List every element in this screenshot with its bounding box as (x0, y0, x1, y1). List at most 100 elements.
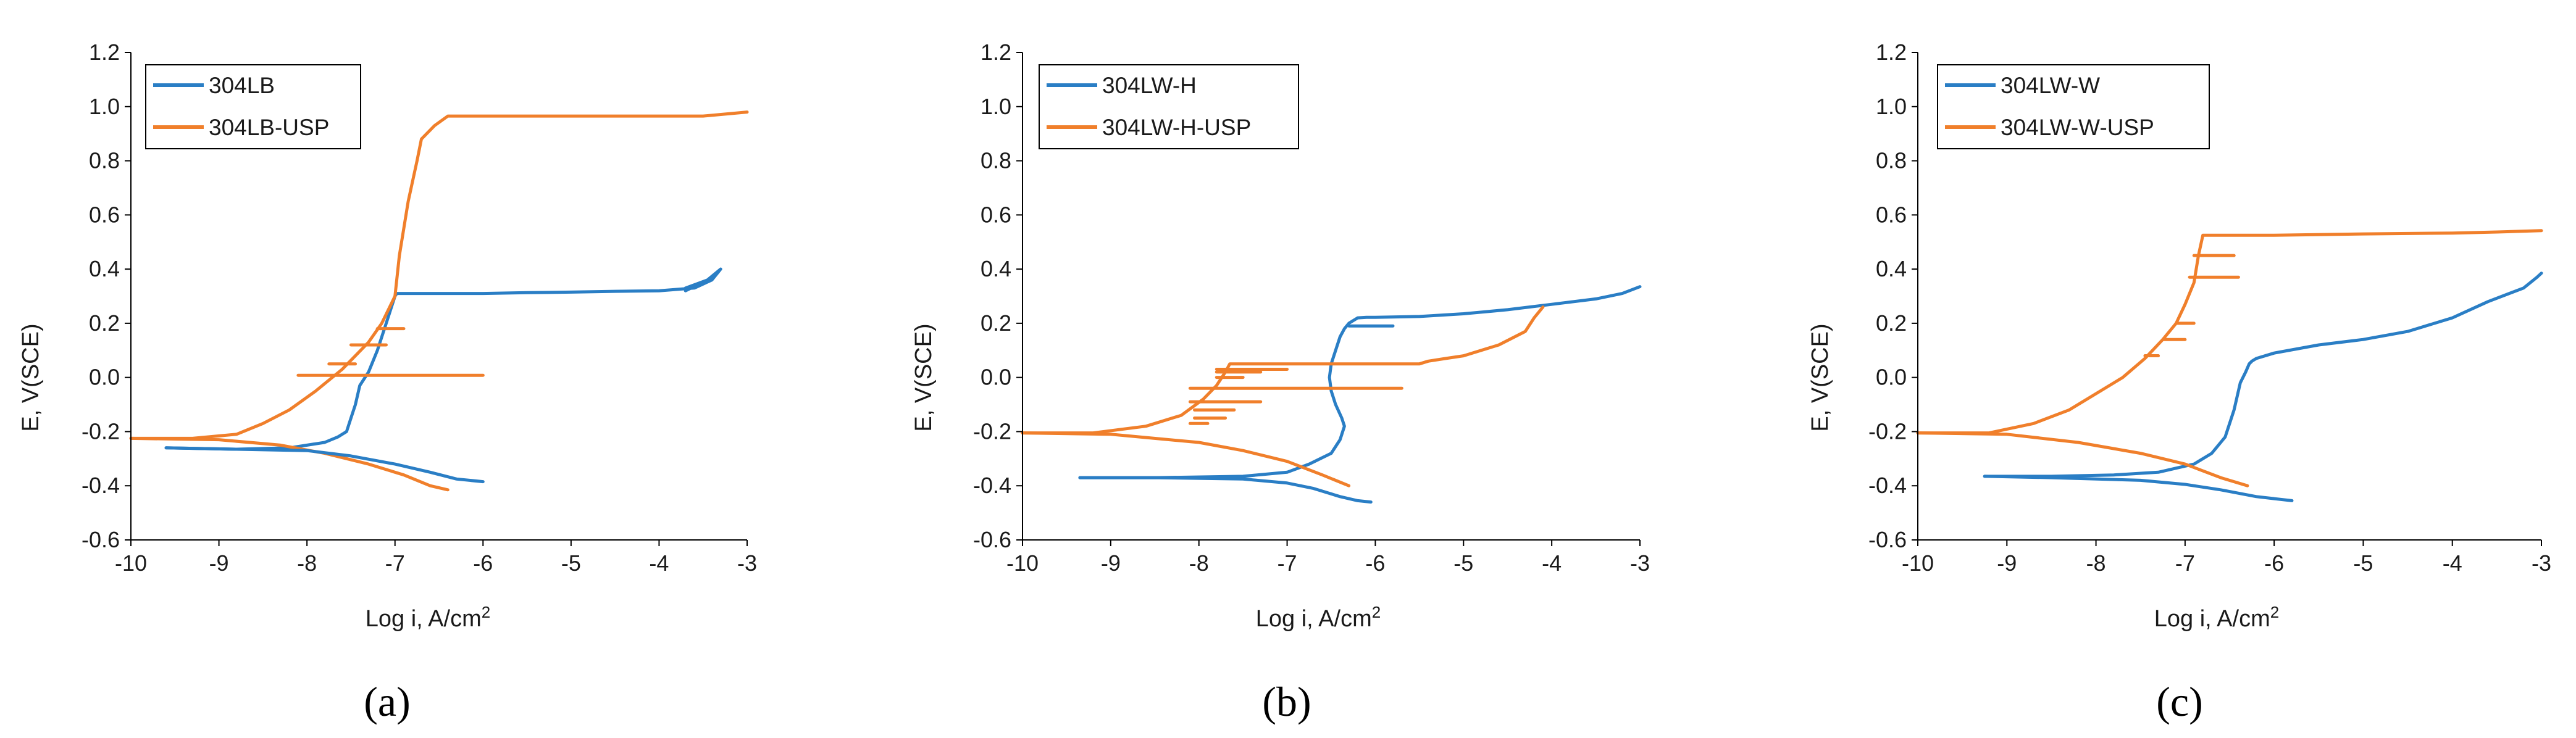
series-line-304lw-w-usp-3 (1916, 431, 2249, 487)
y-axis-label: E, V(SCE) (911, 323, 937, 431)
legend-label-304lw-w: 304LW-W (2001, 73, 2100, 98)
y-tick-label: 0.8 (1876, 148, 1907, 173)
x-tick-label: -6 (473, 550, 493, 576)
series-line-304lw-w-0 (1983, 272, 2543, 478)
y-tick-label: 0.4 (1876, 256, 1907, 281)
series-line-304lb-usp-2 (129, 436, 450, 492)
axes-a (130, 52, 747, 541)
y-tick-label: 0.6 (981, 202, 1011, 227)
y-tick-label: -0.6 (973, 527, 1011, 552)
legend-box (1039, 64, 1299, 149)
plot-lines-c (1916, 229, 2543, 502)
x-tick-label: -7 (2175, 550, 2195, 576)
y-tick-label: -0.4 (1868, 473, 1907, 498)
y-tick-label: -0.6 (82, 527, 120, 552)
series-line-304lw-w-usp-2 (1916, 229, 2543, 435)
y-tick-label: 0.8 (981, 148, 1011, 173)
y-tick-label: 1.2 (1876, 39, 1907, 65)
legend-c: 304LW-W 304LW-W-USP (1937, 64, 2210, 149)
x-tick-label: -8 (2086, 550, 2106, 576)
y-tick-label: -0.4 (82, 473, 120, 498)
legend-a: 304LB 304LB-USP (145, 64, 361, 149)
y-tick-label: -0.2 (1868, 418, 1907, 444)
y-tick-label: -0.2 (973, 418, 1011, 444)
legend-b: 304LW-H 304LW-H-USP (1039, 64, 1299, 149)
x-tick-label: -10 (115, 550, 147, 576)
y-tick-label: 0.2 (89, 310, 120, 336)
y-tick-label: 0.4 (981, 256, 1011, 281)
x-tick-label: -4 (1542, 550, 1562, 576)
plot-lines-b (1021, 285, 1642, 504)
x-tick-label: -3 (2532, 550, 2551, 576)
y-axis-label: E, V(SCE) (18, 323, 44, 431)
panel-label-c: (c) (2156, 678, 2202, 725)
legend-label-304lb-usp: 304LB-USP (209, 115, 329, 140)
plot-lines-a (129, 110, 749, 492)
x-tick-label: -5 (561, 550, 581, 576)
x-tick-label: -9 (1997, 550, 2017, 576)
y-tick-label: 0.2 (981, 310, 1011, 336)
y-axis-label: E, V(SCE) (1807, 323, 1833, 431)
y-tick-label: -0.2 (82, 418, 120, 444)
x-tick-label: -8 (297, 550, 317, 576)
y-tick-label: 0.6 (89, 202, 120, 227)
x-tick-label: -6 (2264, 550, 2284, 576)
legend-label-304lw-w-usp: 304LW-W-USP (2001, 115, 2154, 140)
x-axis-label: Log i, A/cm2 (2154, 603, 2279, 632)
x-tick-label: -5 (1453, 550, 1473, 576)
ticks-b: -0.6 -0.4 -0.2 0.0 0.2 0.4 0.6 0.8 1.0 1.2 -10 -9 -8… (973, 39, 1650, 576)
legend-box (1937, 64, 2210, 149)
x-tick-label: -9 (1101, 550, 1121, 576)
y-tick-label: 1.0 (981, 94, 1011, 119)
y-tick-label: 0.8 (89, 148, 120, 173)
series-line-304lw-h-usp-3 (1021, 431, 1351, 487)
series-line-304lw-h-1 (1078, 476, 1373, 504)
x-tick-label: -4 (2443, 550, 2462, 576)
axes-b (1022, 52, 1640, 541)
y-tick-label: 1.2 (89, 39, 120, 65)
legend-label-304lw-h: 304LW-H (1102, 73, 1197, 98)
x-tick-label: -10 (1006, 550, 1039, 576)
series-line-304lw-h-0 (1078, 285, 1642, 479)
y-tick-label: -0.4 (973, 473, 1011, 498)
x-axis-label: Log i, A/cm2 (1256, 603, 1381, 632)
y-tick-label: 0.2 (1876, 310, 1907, 336)
chart-panel-c: -0.6 -0.4 -0.2 0.0 0.2 0.4 0.6 0.8 1.0 1.2 -10 -9 -8… (1807, 39, 2551, 725)
panel-label-a: (a) (364, 678, 410, 725)
series-line-304lb-usp-1 (129, 110, 749, 440)
x-axis-label: Log i, A/cm2 (366, 603, 490, 632)
ticks-a: -0.6 -0.4 -0.2 0.0 0.2 0.4 0.6 0.8 1.0 1.2 -10 -9 -8… (82, 39, 757, 576)
y-tick-label: 1.0 (1876, 94, 1907, 119)
y-tick-label: 1.0 (89, 94, 120, 119)
series-line-304lw-h-usp-2 (1021, 305, 1545, 435)
y-tick-label: 0.6 (1876, 202, 1907, 227)
x-tick-label: -9 (209, 550, 229, 576)
y-tick-label: 0.0 (1876, 365, 1907, 390)
y-tick-label: 0.0 (981, 365, 1011, 390)
legend-label-304lb: 304LB (209, 73, 275, 98)
x-tick-label: -7 (1278, 550, 1297, 576)
series-line-304lb-0 (164, 267, 722, 451)
axes-c (1917, 52, 2541, 541)
x-tick-label: -3 (737, 550, 757, 576)
panel-label-b: (b) (1262, 678, 1311, 725)
x-tick-label: -6 (1365, 550, 1385, 576)
chart-panel-b: -0.6 -0.4 -0.2 0.0 0.2 0.4 0.6 0.8 1.0 1.2 -10 -9 -8… (911, 39, 1650, 725)
y-tick-label: 0.0 (89, 365, 120, 390)
series-line-304lw-w-1 (1983, 475, 2294, 502)
chart-panel-a: -0.6 -0.4 -0.2 0.0 0.2 0.4 0.6 0.8 1.0 1.2 -10 -9 -8… (18, 39, 757, 725)
x-tick-label: -4 (649, 550, 669, 576)
x-tick-label: -10 (1902, 550, 1934, 576)
x-tick-label: -8 (1189, 550, 1209, 576)
legend-label-304lw-h-usp: 304LW-H-USP (1102, 115, 1251, 140)
ticks-c: -0.6 -0.4 -0.2 0.0 0.2 0.4 0.6 0.8 1.0 1.2 -10 -9 -8… (1868, 39, 2551, 576)
legend-box (145, 64, 361, 149)
series-line-304lb-3 (164, 446, 485, 484)
x-tick-label: -3 (1630, 550, 1650, 576)
x-tick-label: -7 (385, 550, 405, 576)
y-tick-label: -0.6 (1868, 527, 1907, 552)
y-tick-label: 1.2 (981, 39, 1011, 65)
y-tick-label: 0.4 (89, 256, 120, 281)
x-tick-label: -5 (2353, 550, 2373, 576)
